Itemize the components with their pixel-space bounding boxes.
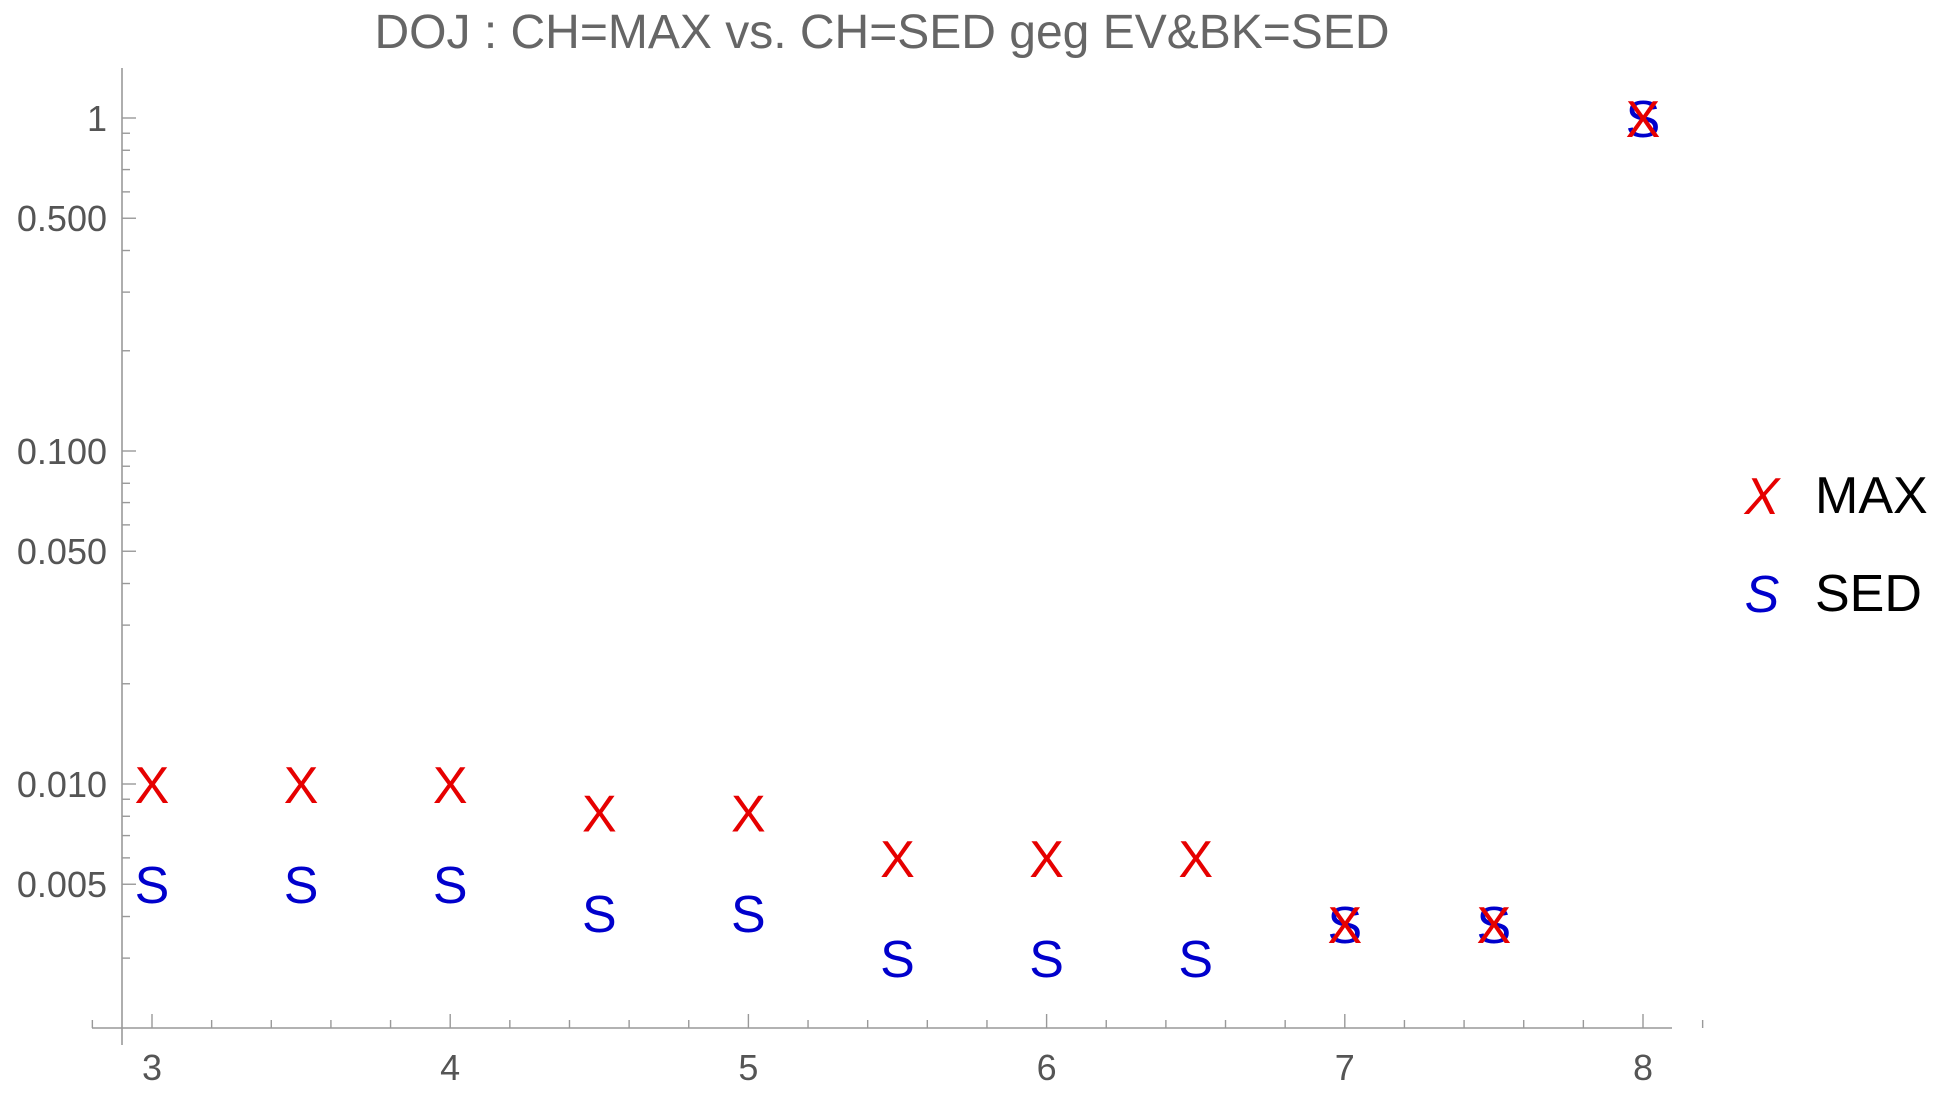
y-tick-label: 0.500 <box>17 198 107 239</box>
x-tick-label: 7 <box>1335 1047 1355 1088</box>
x-tick-label: 8 <box>1633 1047 1653 1088</box>
y-tick-label: 0.010 <box>17 764 107 805</box>
data-point-sed: S <box>582 886 617 944</box>
chart-title: DOJ : CH=MAX vs. CH=SED geg EV&BK=SED <box>374 6 1389 59</box>
legend-label-max: MAX <box>1815 467 1928 525</box>
x-tick-label: 6 <box>1037 1047 1057 1088</box>
data-point-sed: S <box>1626 91 1661 149</box>
data-point-sed: S <box>731 886 766 944</box>
data-point-max: X <box>731 786 766 844</box>
legend-label-sed: SED <box>1815 565 1922 623</box>
data-point-sed: S <box>1477 897 1512 955</box>
y-tick-label: 0.005 <box>17 864 107 905</box>
data-point-sed: S <box>1029 931 1064 989</box>
data-point-max: X <box>1477 897 1512 955</box>
tick-labels: 3 4 5 6 7 8 0.005 0.010 0.050 0.100 0.500 1 <box>17 98 1653 1088</box>
x-tick-label: 4 <box>440 1047 460 1088</box>
tick-marks <box>91 117 1704 1028</box>
data-point-max: X <box>284 757 319 815</box>
data-point-max: X <box>1327 897 1362 955</box>
data-point-sed: S <box>284 857 319 915</box>
x-tick-label: 3 <box>142 1047 162 1088</box>
y-tick-label: 1 <box>87 98 107 139</box>
data-point-sed: S <box>433 857 468 915</box>
legend-marker-sed: S <box>1745 566 1780 624</box>
data-point-max: X <box>1178 831 1213 889</box>
y-tick-label: 0.050 <box>17 531 107 572</box>
data-point-sed: S <box>1327 897 1362 955</box>
data-point-sed: S <box>880 931 915 989</box>
data-point-max: X <box>880 831 915 889</box>
y-tick-label: 0.100 <box>17 431 107 472</box>
data-point-sed: S <box>135 857 170 915</box>
data-point-max: X <box>433 757 468 815</box>
legend: X MAX S SED <box>1744 467 1928 624</box>
data-points: S S S S SS S SS SSX X X X XX X XX XX <box>135 91 1661 989</box>
data-point-max: X <box>1029 831 1064 889</box>
data-point-max: X <box>582 786 617 844</box>
data-point-max: X <box>135 757 170 815</box>
axes <box>92 68 1672 1045</box>
data-point-sed: S <box>1178 931 1213 989</box>
data-point-max: X <box>1626 91 1661 149</box>
legend-marker-max: X <box>1744 468 1782 526</box>
x-tick-label: 5 <box>738 1047 758 1088</box>
